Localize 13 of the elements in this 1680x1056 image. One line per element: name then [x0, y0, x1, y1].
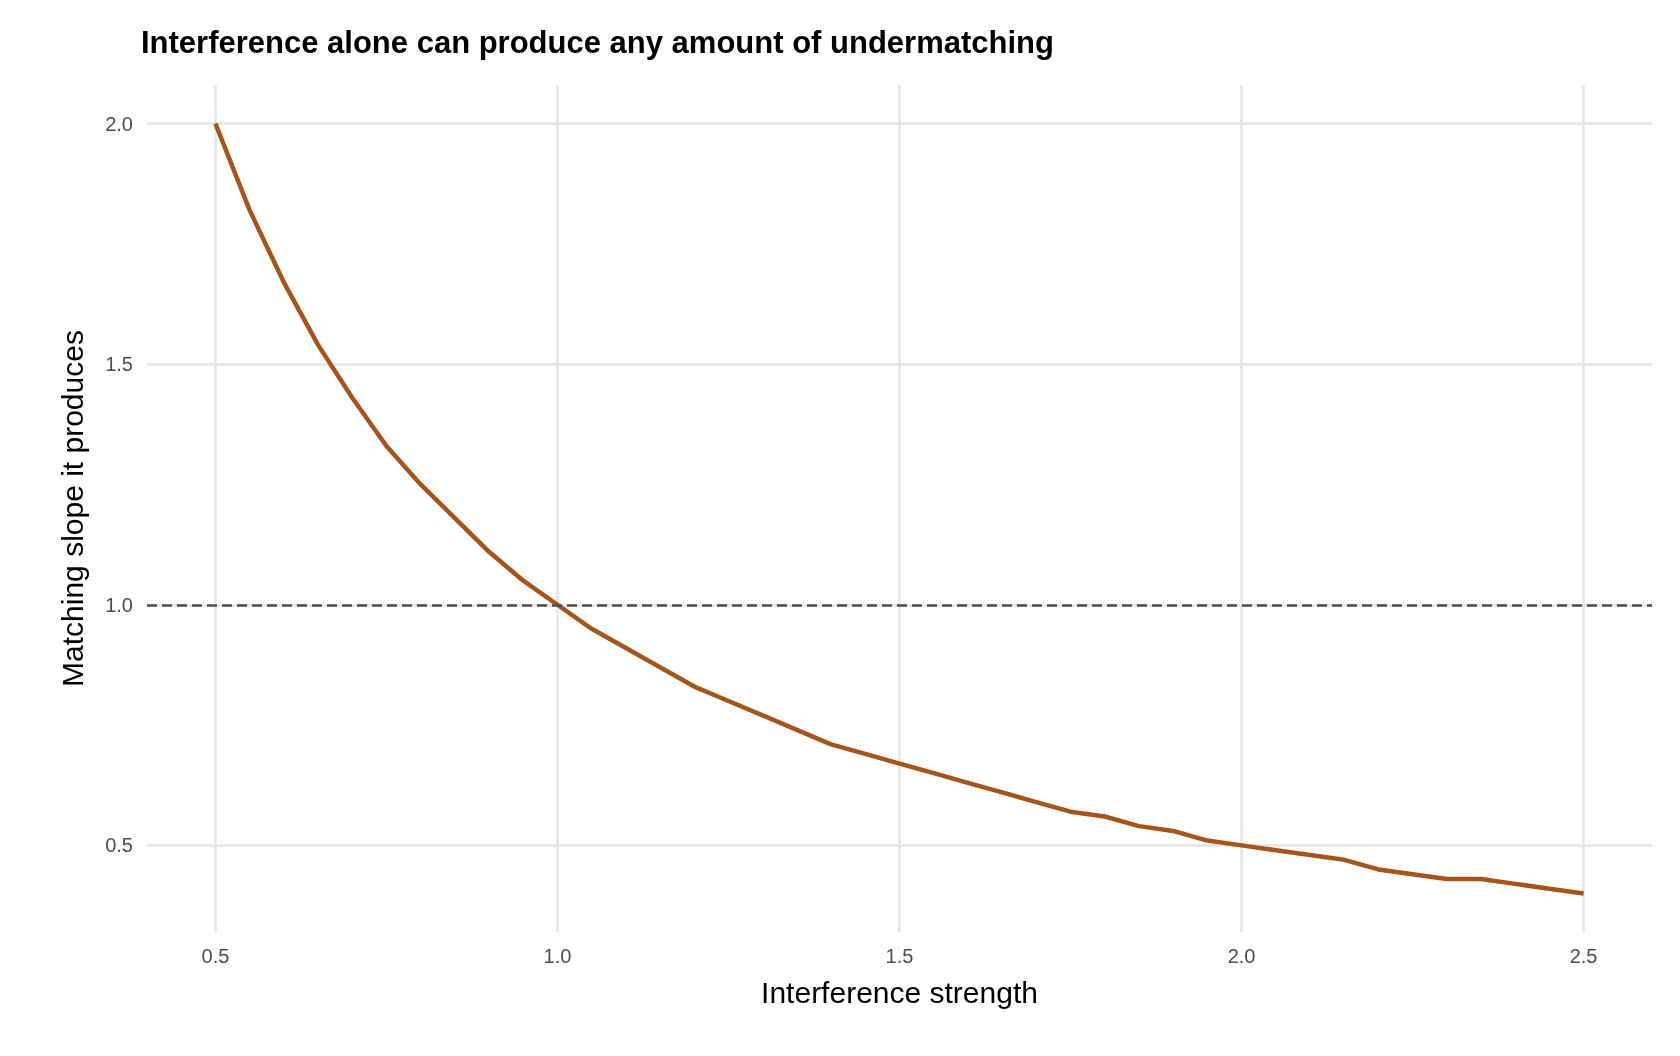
y-tick-label: 2.0	[105, 112, 133, 135]
y-tick-label: 1.5	[105, 353, 133, 376]
x-tick-label: 2.0	[1227, 945, 1256, 967]
x-axis-title: Interference strength	[761, 975, 1038, 1009]
x-tick-label: 1.0	[543, 945, 572, 967]
y-tick-label: 1.0	[105, 593, 133, 616]
x-tick-label: 2.5	[1569, 945, 1598, 967]
chart-title: Interference alone can produce any amount of undermatching	[141, 25, 1054, 60]
y-axis-title: Matching slope it produces	[55, 330, 89, 687]
line-series	[213, 121, 1586, 896]
y-tick-label: 0.5	[105, 834, 133, 857]
x-tick-label: 1.5	[885, 945, 914, 967]
x-tick-label: 0.5	[201, 945, 230, 967]
